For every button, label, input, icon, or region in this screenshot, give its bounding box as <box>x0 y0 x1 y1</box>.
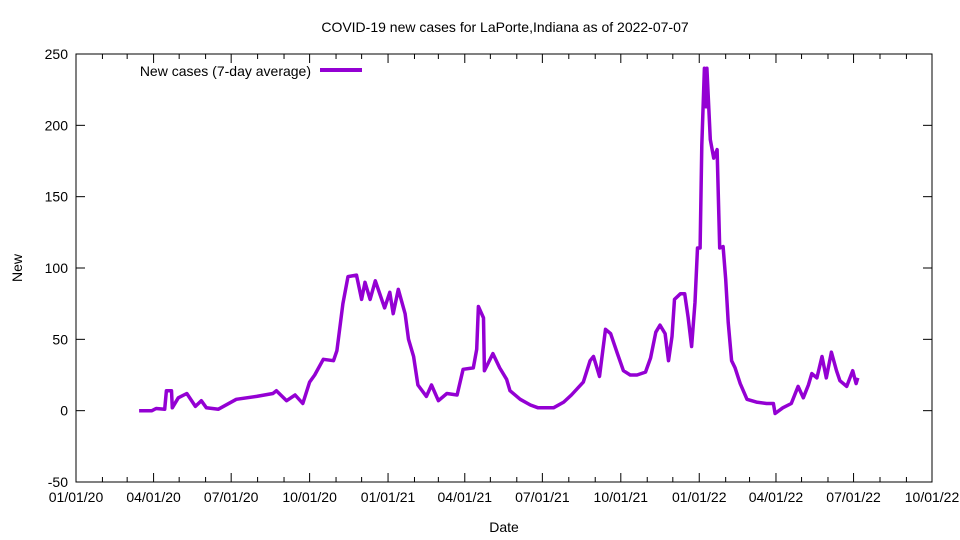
x-tick-label: 01/01/20 <box>49 489 104 505</box>
legend: New cases (7-day average) <box>140 63 362 79</box>
x-axis-label: Date <box>489 519 519 535</box>
x-tick-label: 10/01/22 <box>905 489 960 505</box>
series-line <box>139 66 860 416</box>
x-tick-label: 10/01/20 <box>282 489 337 505</box>
y-tick-label: 200 <box>45 117 69 133</box>
y-tick-label: 150 <box>45 189 69 205</box>
x-tick-label: 04/01/22 <box>749 489 804 505</box>
y-tick-label: 100 <box>45 260 69 276</box>
x-tick-label: 04/01/21 <box>438 489 493 505</box>
chart-title: COVID-19 new cases for LaPorte,Indiana a… <box>321 19 689 35</box>
x-tick-label: 07/01/22 <box>826 489 881 505</box>
plot-area <box>138 66 860 416</box>
x-tick-label: 07/01/21 <box>515 489 570 505</box>
y-tick-label: 0 <box>60 403 68 419</box>
y-tick-label: 250 <box>45 46 69 62</box>
axes: -50 0 50 100 150 200 250 01/01/20 04/01/20 07/01/… <box>45 46 960 505</box>
x-tick-label: 01/01/22 <box>672 489 727 505</box>
x-tick-label: 04/01/20 <box>126 489 181 505</box>
x-tick-label: 01/01/21 <box>361 489 416 505</box>
x-tick-label: 07/01/20 <box>204 489 259 505</box>
plot-frame <box>75 53 933 483</box>
y-tick-label: -50 <box>48 474 68 490</box>
y-tick-label: 50 <box>52 331 68 347</box>
legend-label: New cases (7-day average) <box>140 63 311 79</box>
y-axis-label: New <box>9 253 25 282</box>
x-tick-label: 10/01/21 <box>594 489 649 505</box>
